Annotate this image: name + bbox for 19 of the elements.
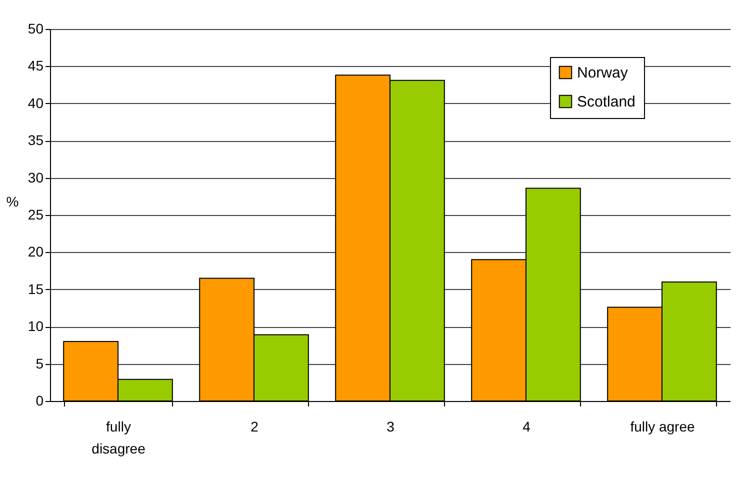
- x-tick-label: fully agree: [630, 418, 696, 434]
- y-tick-label: 0: [36, 392, 44, 408]
- x-tick-label: fully disagree: [92, 418, 146, 456]
- x-tick-label: 3: [386, 418, 395, 434]
- y-tick-label: 40: [28, 94, 44, 111]
- y-tick-label: 20: [28, 244, 44, 260]
- x-tick-label: 4: [522, 418, 531, 434]
- y-tick-label: 35: [28, 132, 44, 148]
- y-tick-label: 30: [28, 169, 44, 186]
- x-tick-label: 2: [250, 418, 259, 434]
- y-tick-label: 10: [28, 318, 44, 334]
- y-tick-label: 5: [36, 355, 44, 372]
- y-tick-label: 45: [28, 58, 44, 74]
- y-axis-title: %: [6, 194, 19, 210]
- legend-label: Scotland: [577, 94, 636, 110]
- y-tick-label: 25: [28, 206, 44, 222]
- legend-label: Norway: [577, 64, 628, 82]
- y-tick-label: 15: [28, 280, 44, 297]
- y-tick-label: 50: [28, 20, 44, 36]
